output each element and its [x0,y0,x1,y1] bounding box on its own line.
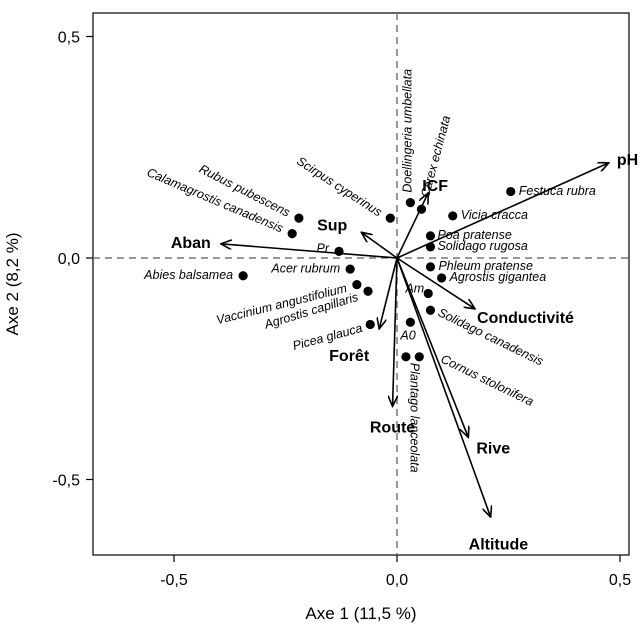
y-axis-label: Axe 2 (8,2 %) [3,233,22,336]
species-point-phleum-pratense [425,262,436,272]
vector-label-conductivite: Conductivité [477,310,574,327]
vector-arrow-icf [396,193,428,259]
species-point-picea-glauca [365,319,375,330]
species-point-poa-pratense [425,231,436,241]
y-tick-label: -0,5 [52,473,80,490]
vector-label-icf: ICF [422,178,448,195]
species-point-agrostis-gigantea [437,273,447,283]
vector-arrow-foret [379,257,398,329]
vector-arrow-altitude [396,257,491,517]
species-label-agrostis-gigantea: Agrostis gigantea [449,270,547,284]
species-point-calamagrostis-canadensis [287,229,297,239]
species-point-vicia-cracca [448,211,458,221]
species-point-solidago-rugosa [425,242,436,252]
vector-arrow-aban [221,244,398,259]
x-tick-label: 0,0 [386,572,408,589]
y-axis-ticks: -0,5 0,0 0,5 [52,30,93,490]
species-point-a0 [405,317,415,327]
species-points: Festuca rubra Vicia cracca Poa pratenseSol… [143,69,596,473]
species-label-vicia-cracca: Vicia cracca [461,208,528,222]
vector-arrow-ph [396,163,609,259]
species-point-solidago-canadensis [425,305,436,315]
vector-arrow-sup [361,232,398,259]
environment-vectors: pH ICF Sup Aban Conductivité Forêt Route Rive Al… [171,152,638,553]
x-tick-label: 0,5 [609,572,631,589]
species-point-doellingeria-umbellata [405,198,415,208]
species-label-am: Am [404,282,424,296]
species-point-cornus-stolonifera [414,352,424,362]
species-point-plantago-lanceolata [401,352,411,362]
vector-label-rive: Rive [476,441,510,458]
species-point-vaccinium-angustifolium [352,279,362,290]
species-label-doellingeria-umbellata: Doellingeria umbellata [401,69,415,193]
species-point-abies-balsamea [238,271,248,281]
species-label-a0: A0 [399,329,415,343]
species-point-rubus-pubescens [294,213,304,223]
vector-label-sup: Sup [317,218,347,235]
species-label-festuca-rubra: Festuca rubra [519,184,596,198]
species-point-agrostis-capillaris [363,286,373,296]
species-label-acer-rubrum: Acer rubrum [270,261,340,275]
species-label-poa-pratense: Poa pratense [437,228,511,242]
species-point-carex-echinata [416,204,427,214]
plot-frame [92,12,630,556]
x-axis-ticks: -0,5 0,0 0,5 [160,555,631,589]
vector-arrow-rive [396,257,468,437]
x-tick-label: -0,5 [160,572,188,589]
species-label-pr: Pr [317,242,330,256]
vector-label-foret: Forêt [329,348,370,365]
y-tick-label: 0,0 [58,251,80,268]
x-axis-label: Axe 1 (11,5 %) [305,604,416,623]
species-label-plantago-lanceolata: Plantago lanceolata [408,363,422,473]
species-point-am [423,288,433,299]
species-label-abies-balsamea: Abies balsamea [143,268,233,282]
species-label-scirpus-cyperinus: Scirpus cyperinus [294,154,384,219]
species-label-solidago-rugosa: Solidago rugosa [437,239,527,253]
y-tick-label: 0,5 [58,30,80,47]
vector-label-route: Route [370,420,415,437]
vector-arrow-conductivite [396,257,475,309]
species-point-pr [334,246,344,256]
species-point-acer-rubrum [345,264,355,274]
vector-label-altitude: Altitude [469,536,529,553]
vector-label-aban: Aban [171,235,211,252]
vector-label-ph: pH [617,152,638,169]
species-point-festuca-rubra [506,186,516,197]
vector-arrow-route [393,257,397,406]
species-label-phleum-pratense: Phleum pratense [438,259,533,273]
species-point-scirpus-cyperinus [385,213,395,223]
